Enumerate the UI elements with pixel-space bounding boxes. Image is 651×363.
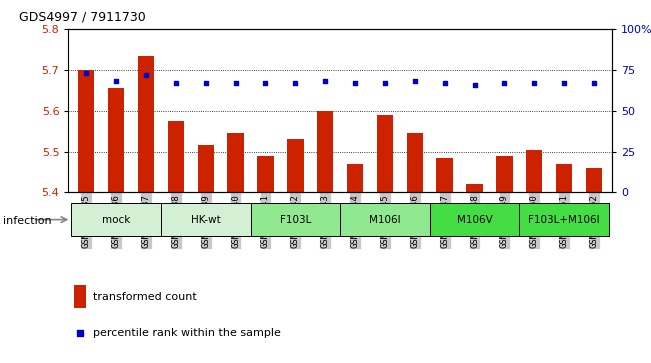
Point xyxy=(111,78,121,84)
Text: F103L: F103L xyxy=(280,215,311,225)
Bar xyxy=(227,133,244,192)
Bar xyxy=(74,285,86,308)
Bar xyxy=(287,139,303,192)
Bar xyxy=(197,146,214,192)
Text: M106I: M106I xyxy=(369,215,401,225)
Text: HK-wt: HK-wt xyxy=(191,215,221,225)
Point xyxy=(290,80,301,86)
Point xyxy=(439,80,450,86)
Point xyxy=(201,80,211,86)
Point xyxy=(499,80,510,86)
Point xyxy=(230,80,241,86)
Bar xyxy=(496,156,512,192)
Point xyxy=(81,70,92,76)
Bar xyxy=(436,158,453,192)
Bar xyxy=(466,184,483,192)
Point xyxy=(559,80,570,86)
Bar xyxy=(108,88,124,192)
Text: infection: infection xyxy=(3,216,52,226)
Point xyxy=(260,80,271,86)
Point xyxy=(171,80,181,86)
Point xyxy=(380,80,390,86)
Text: GDS4997 / 7911730: GDS4997 / 7911730 xyxy=(20,10,146,23)
Bar xyxy=(407,133,423,192)
Point xyxy=(75,330,85,336)
Point xyxy=(529,80,540,86)
FancyBboxPatch shape xyxy=(161,203,251,236)
Bar xyxy=(168,121,184,192)
Text: F103L+M106I: F103L+M106I xyxy=(529,215,600,225)
Bar xyxy=(257,156,273,192)
Point xyxy=(141,72,151,78)
Point xyxy=(589,80,599,86)
Point xyxy=(469,82,480,87)
Point xyxy=(350,80,360,86)
Text: mock: mock xyxy=(102,215,130,225)
Text: M106V: M106V xyxy=(456,215,492,225)
FancyBboxPatch shape xyxy=(430,203,519,236)
Bar xyxy=(377,115,393,192)
FancyBboxPatch shape xyxy=(251,203,340,236)
Bar xyxy=(347,164,363,192)
Point xyxy=(320,78,331,84)
FancyBboxPatch shape xyxy=(519,203,609,236)
Bar xyxy=(526,150,542,192)
Bar xyxy=(78,70,94,192)
Point xyxy=(409,78,420,84)
Text: percentile rank within the sample: percentile rank within the sample xyxy=(93,329,281,338)
Bar xyxy=(586,168,602,192)
Bar xyxy=(556,164,572,192)
FancyBboxPatch shape xyxy=(72,203,161,236)
FancyBboxPatch shape xyxy=(340,203,430,236)
Bar xyxy=(138,56,154,192)
Bar xyxy=(317,111,333,192)
Text: transformed count: transformed count xyxy=(93,291,197,302)
